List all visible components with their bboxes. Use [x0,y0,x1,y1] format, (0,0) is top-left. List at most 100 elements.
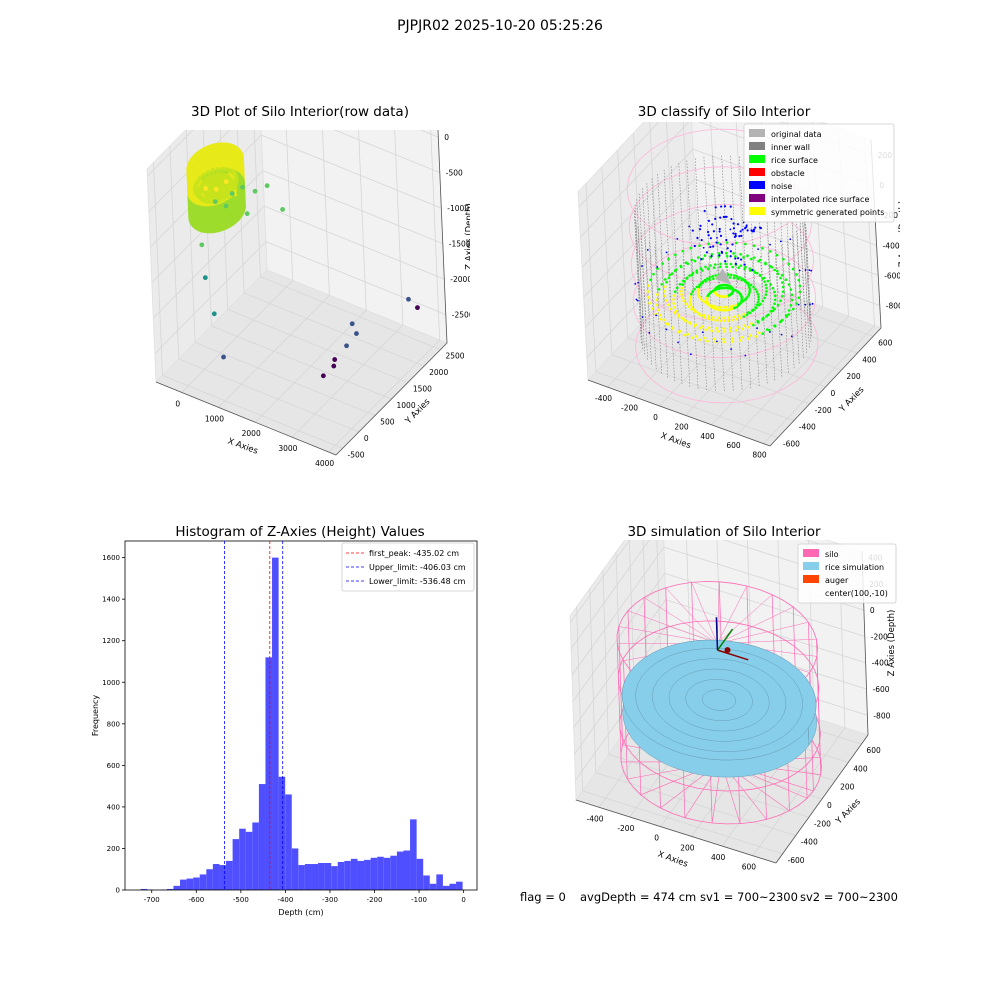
p1-grid-y [227,309,408,383]
p2-rice-surface-point [723,286,727,290]
p2-grid-z [696,208,879,276]
p1-rice-point [198,195,204,201]
p2-ytick-label: 200 [846,372,861,381]
p4-xtick-label: -400 [587,814,604,823]
p2-rice-surface-point [697,312,701,315]
p1-data-point [264,183,270,189]
p2-noise-point [709,245,712,249]
p1-rice-point [202,196,208,202]
histogram-bar [364,859,371,890]
p2-rice-surface-point [691,271,695,275]
p4-grid-z [569,540,631,623]
p4-silo-roof-line [691,582,718,644]
histogram-bar [278,776,286,890]
p2-rice-surface-point [680,316,684,320]
p2-rice-surface-point [718,265,722,269]
p1-grid-x [322,130,330,296]
p2-rice-surface-point [731,318,734,322]
p4-ytick-label: -600 [788,856,805,865]
p4-zlabel: Z Axies (Depth) [887,610,897,677]
p4-center-axis-z [715,617,719,651]
p2-rice-surface-point [691,290,694,293]
histogram-xtick-label: 0 [461,896,465,904]
p2-rice-surface-point [795,273,798,276]
histogram-ytick-label: 1600 [102,554,120,562]
p2-noise-point [751,268,754,272]
histogram-bar [140,888,148,890]
p2-noise-point [641,265,643,267]
histogram-bar [199,874,207,890]
p2-legend-label: rice surface [771,156,818,165]
p2-xtick-label: -400 [595,394,612,403]
p4-center-axis-x [717,649,749,661]
p2-rice-surface-point [756,319,759,323]
p1-rice-point [219,174,225,180]
p2-grid-y [585,183,597,372]
p2-noise-point [648,331,651,334]
p2-rice-surface-point [755,303,759,307]
p2-rice-surface-point [767,313,770,316]
histogram-bar [357,860,365,890]
p2-rice-surface-point [765,286,768,290]
p2-noise-point [720,205,723,208]
p2-noise-point [741,228,744,231]
p2-grid-z [578,122,660,208]
p2-rice-surface-point [748,269,752,272]
p2-rice-surface-point [722,337,725,341]
p2-rice-surface-point [725,286,729,290]
p2-noise-point [718,227,721,231]
histogram-bar [377,856,384,890]
p2-rice-surface-point [673,311,676,315]
p2-rice-surface-point [735,328,738,332]
p2-grid-y [675,286,858,354]
p2-rice-surface-point [704,265,707,269]
p2-inner-wall [739,156,747,285]
p2-noise-point [740,258,743,261]
p2-noise-point [780,333,783,336]
p2-rice-surface-point [781,294,784,298]
p2-rice-surface-point [742,312,745,316]
p2-rice-surface-point [695,285,699,289]
p2-rice-surface-point [699,267,703,270]
p2-noise-point [729,250,732,253]
p2-rice-surface-point [722,308,726,312]
p2-noise-point [719,234,723,237]
p4-rice-mesh [635,648,803,753]
p2-inner-wall [686,160,694,289]
p1-data-point [332,357,338,362]
p2-rice-surface-point [707,242,710,246]
p2-rice-surface-point [710,318,714,321]
p2-rice-surface-point [787,313,791,316]
p2-rice-surface-point [765,328,769,331]
p4-xtick-label: 400 [711,853,726,862]
p2-noise-point [719,216,722,219]
p2-inner-wall [651,178,659,307]
p2-ytick-label: -400 [799,423,816,432]
p2-rice-surface-point [730,292,733,296]
p2-rice-surface-point [678,282,682,286]
p2-rice-surface-point [703,315,706,319]
p4-ytick-label: -200 [814,819,831,828]
p4-xlabel: X Axies [656,850,689,870]
p2-rice-surface-point [743,267,746,271]
p2-rice-surface-point [737,314,741,318]
histogram-bar [186,878,194,890]
simulation-3d-plot: -400 -200 0 200 400 600 -600 -400 -200 0 200 400 600… [569,540,897,872]
histogram-xtick-label: -200 [367,896,383,904]
p1-ztick-label: -500 [446,169,463,178]
p2-noise-point [655,314,658,317]
p2-rice-surface-point [725,251,728,255]
p2-rice-surface-point [701,299,704,302]
p2-noise-point [804,303,807,306]
p2-rice-surface-point [746,311,750,314]
histogram-ytick-label: 1400 [102,596,120,604]
p2-rice-surface-point [752,244,756,248]
p4-legend-label: rice simulation [825,563,884,572]
p4-xtick-label: 200 [680,843,695,852]
p1-data-point [211,311,217,317]
p4-silo-wall-line [816,639,821,758]
p2-ztick-label: -600 [884,271,900,280]
p2-rice-surface-point [790,298,794,302]
p2-noise-point [797,303,800,306]
p2-grid-y [595,371,779,438]
